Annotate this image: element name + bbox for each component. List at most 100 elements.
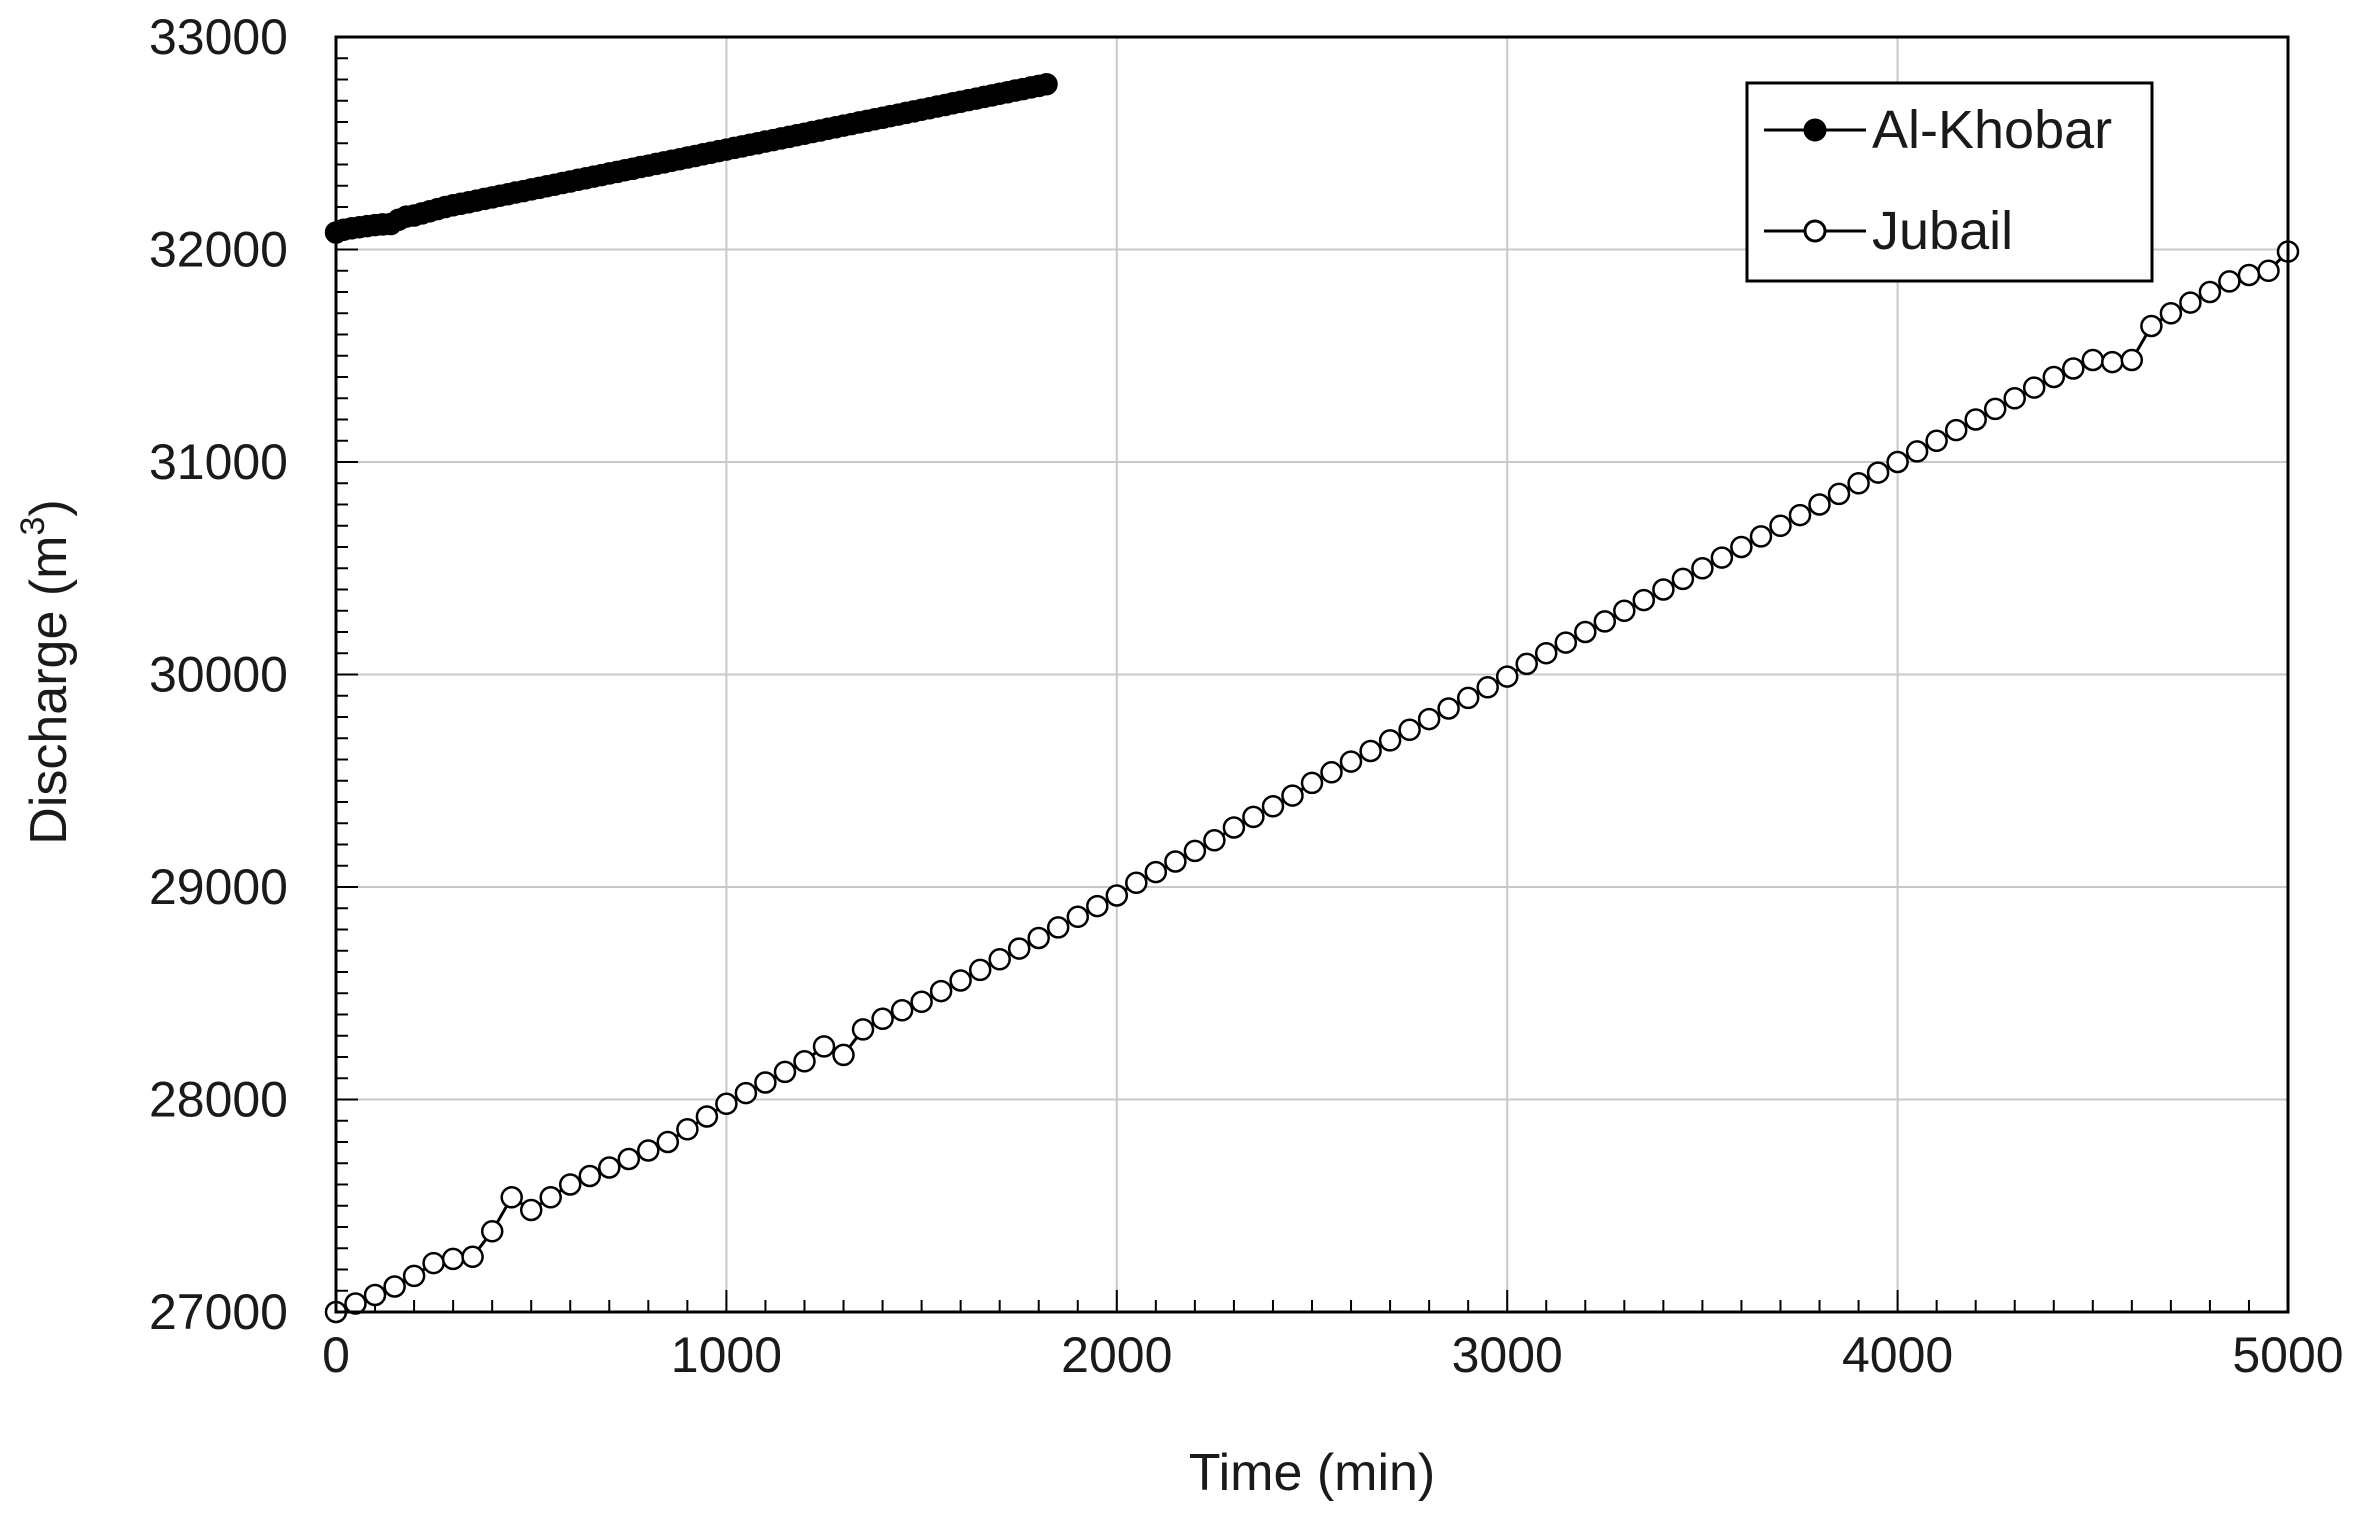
data-point-jubail — [2120, 348, 2144, 372]
data-point-jubail — [1007, 937, 1031, 960]
data-point-jubail — [441, 1247, 465, 1271]
data-point-jubail — [1495, 665, 1519, 688]
data-point-jubail — [500, 1186, 523, 1209]
data-point-jubail — [793, 1050, 816, 1073]
data-point-jubail — [1046, 916, 1070, 939]
data-point-jubail — [2101, 350, 2124, 374]
data-point-jubail — [1691, 557, 1714, 580]
data-point-jubail — [1281, 784, 1304, 807]
y-axis-title-close: ) — [20, 499, 78, 516]
data-point-jubail — [1574, 620, 1597, 644]
data-point-jubail — [890, 999, 914, 1022]
data-point-jubail — [1710, 546, 1734, 569]
data-point-jubail — [1066, 905, 1090, 929]
data-point-jubail — [656, 1130, 680, 1154]
data-point-jubail — [968, 958, 992, 982]
legend-marker-al-khobar — [1803, 118, 1827, 142]
data-point-jubail — [1769, 514, 1792, 538]
legend-label-jubail: Jubail — [1872, 201, 2013, 261]
data-point-jubail — [1105, 884, 1129, 907]
data-point-jubail — [422, 1251, 445, 1275]
y-tick-label: 28000 — [149, 1072, 288, 1128]
data-point-jubail — [832, 1043, 855, 1067]
data-point-jubail — [1378, 729, 1402, 752]
data-point-jubail — [1632, 588, 1656, 612]
data-point-jubail — [812, 1035, 836, 1058]
x-tick-label: 5000 — [2232, 1327, 2343, 1383]
data-point-jubail — [2022, 376, 2046, 399]
data-point-jubail — [1515, 652, 1538, 676]
data-point-jubail — [1437, 697, 1460, 720]
data-point-jubail — [1300, 771, 1324, 795]
series-al-khobar — [324, 72, 1058, 244]
data-point-jubail — [929, 979, 953, 1003]
x-tick-label: 3000 — [1452, 1327, 1563, 1383]
data-point-jubail — [1222, 816, 1246, 839]
y-axis-title: Discharge (m3) — [14, 499, 78, 844]
data-point-jubail — [1593, 610, 1617, 633]
data-point-jubail — [2179, 291, 2202, 314]
y-axis-title-superscript: 3 — [14, 517, 52, 536]
data-point-jubail — [2198, 280, 2222, 304]
y-tick-label: 30000 — [149, 647, 288, 703]
data-point-jubail — [1164, 850, 1187, 873]
data-point-jubail — [402, 1264, 426, 1288]
y-tick-label: 33000 — [149, 9, 288, 65]
x-tick-label: 4000 — [1842, 1327, 1953, 1383]
data-series — [324, 72, 2300, 1324]
y-tick-label: 32000 — [149, 222, 288, 278]
data-point-jubail — [1964, 408, 1987, 431]
y-tick-label: 27000 — [149, 1284, 288, 1340]
data-point-jubail — [2140, 314, 2163, 338]
data-point-jubail — [1827, 482, 1851, 506]
data-point-jubail — [1652, 578, 1675, 601]
data-point-jubail — [1476, 676, 1499, 699]
data-point-jubail — [617, 1147, 641, 1171]
data-point-jubail — [851, 1018, 875, 1041]
data-point-jubail — [1203, 829, 1226, 852]
data-point-jubail — [1456, 686, 1480, 710]
x-tick-label: 0 — [322, 1327, 350, 1383]
data-point-jubail — [715, 1092, 738, 1116]
data-point-jubail — [598, 1156, 621, 1179]
data-point-jubail — [1086, 894, 1109, 918]
data-point-jubail — [1183, 839, 1207, 863]
data-point-jubail — [2218, 270, 2241, 293]
x-axis-title: Time (min) — [1189, 1444, 1436, 1502]
data-point-jubail — [949, 969, 972, 992]
data-point-jubail — [1983, 397, 2007, 421]
data-point-jubail — [578, 1164, 602, 1188]
data-point-jubail — [734, 1081, 758, 1105]
data-point-jubail — [1554, 631, 1578, 654]
legend: Al-Khobar Jubail — [1745, 81, 2154, 283]
legend-marker-jubail — [1803, 219, 1827, 243]
data-point-jubail — [1730, 535, 1753, 559]
data-point-jubail — [773, 1060, 797, 1084]
data-point-jubail — [2081, 348, 2105, 372]
data-point-jubail — [1866, 461, 1890, 484]
data-point-jubail — [519, 1198, 543, 1222]
data-point-jubail — [1944, 418, 1968, 442]
data-point-jubail — [1144, 860, 1168, 884]
data-point-jubail — [1749, 525, 1773, 548]
data-point-jubail — [754, 1071, 777, 1094]
data-point-jubail — [1242, 805, 1265, 829]
data-point-jubail — [695, 1105, 719, 1128]
data-point-jubail — [1847, 472, 1870, 495]
legend-box — [1745, 81, 2154, 283]
data-point-jubail — [1886, 450, 1909, 474]
data-point-jubail — [1125, 871, 1148, 895]
data-point-jubail — [2042, 365, 2066, 389]
data-point-jubail — [2003, 387, 2026, 410]
data-point-jubail — [2257, 259, 2280, 283]
x-tick-label: 1000 — [671, 1327, 782, 1383]
data-point-jubail — [1925, 429, 1948, 453]
data-point-jubail — [2237, 263, 2261, 287]
data-point-jubail — [1417, 707, 1441, 731]
data-point-jubail — [461, 1245, 484, 1269]
series-jubail — [324, 240, 2300, 1324]
data-point-jubail — [480, 1220, 504, 1243]
data-point-jubail — [1027, 926, 1050, 950]
data-point-jubail — [676, 1118, 699, 1141]
